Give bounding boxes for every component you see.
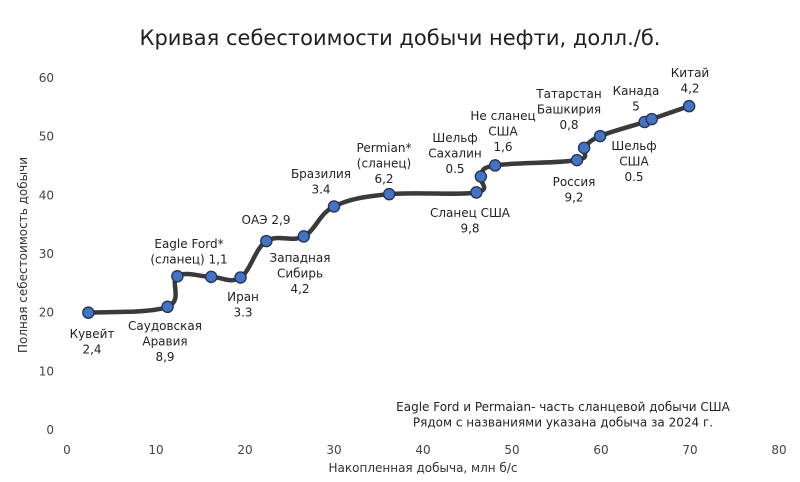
x-tick-label: 10 xyxy=(148,443,163,457)
x-tick-label: 0 xyxy=(63,443,71,457)
point-label: Шельф США 0.5 xyxy=(611,139,656,184)
data-point xyxy=(645,112,658,126)
data-point xyxy=(171,270,184,283)
point-label: Китай 4,2 xyxy=(671,66,709,96)
point-label: ОАЭ 2,9 xyxy=(242,213,291,227)
chart-note: Eagle Ford и Permaian- часть сланцевой д… xyxy=(396,400,730,430)
data-point xyxy=(474,170,488,183)
data-point xyxy=(577,141,591,155)
x-tick-label: 20 xyxy=(237,443,252,457)
y-axis-title: Полная себестоимость добычи xyxy=(16,157,30,353)
y-tick-label: 40 xyxy=(39,188,54,202)
data-point xyxy=(488,159,502,172)
x-tick-label: 60 xyxy=(593,443,608,457)
point-label: Кувейт 2,4 xyxy=(70,327,115,357)
data-point xyxy=(260,234,273,248)
point-label: Не сланец США 1,6 xyxy=(470,109,535,154)
point-label: Татарстан Башкирия 0,8 xyxy=(535,87,601,132)
data-point xyxy=(382,187,396,201)
y-axis-ticks: 0 10 20 30 40 50 60 xyxy=(39,71,54,437)
data-point xyxy=(327,200,341,213)
y-tick-label: 0 xyxy=(46,423,54,437)
y-tick-label: 30 xyxy=(39,247,54,261)
x-tick-label: 70 xyxy=(682,443,697,457)
point-label: Eagle Ford* (сланец) 1,1 xyxy=(150,237,227,267)
data-point xyxy=(297,230,310,243)
x-axis-ticks: 0 10 20 30 40 50 60 70 80 xyxy=(63,443,786,457)
x-tick-label: 80 xyxy=(771,443,786,457)
point-label: Саудовская Аравия 8,9 xyxy=(128,319,202,364)
data-point xyxy=(570,153,584,167)
point-label: Permian* (сланец) 6,2 xyxy=(357,141,412,186)
point-label: Бразилия 3.4 xyxy=(291,167,351,197)
data-point xyxy=(593,129,607,143)
y-tick-label: 50 xyxy=(39,130,54,144)
x-axis-title: Накопленная добыча, млн б/с xyxy=(329,461,518,475)
data-point xyxy=(234,271,247,284)
point-labels: Кувейт 2,4 Саудовская Аравия 8,9 Eagle Ford*(… xyxy=(70,66,710,364)
data-point xyxy=(161,300,174,314)
point-label: Шельф Сахалин 0.5 xyxy=(428,131,482,176)
y-tick-label: 60 xyxy=(39,71,54,85)
point-label: Иран 3.3 xyxy=(227,290,259,320)
note-line: Рядом с названиями указана добыча за 202… xyxy=(413,416,713,430)
data-markers xyxy=(82,99,696,319)
data-point xyxy=(682,99,696,113)
x-tick-label: 40 xyxy=(415,443,430,457)
data-point xyxy=(470,186,483,199)
chart-title: Кривая себестоимости добычи нефти, долл.… xyxy=(140,26,661,50)
point-label: Западная Сибирь 4,2 xyxy=(270,251,331,296)
y-tick-label: 10 xyxy=(39,364,54,378)
point-label: Россия 9,2 xyxy=(553,175,596,205)
y-tick-label: 20 xyxy=(39,306,54,320)
point-label: Канада 5 xyxy=(613,84,660,114)
x-tick-label: 30 xyxy=(326,443,341,457)
data-point xyxy=(204,270,218,284)
point-label: Сланец США 9,8 xyxy=(430,206,511,236)
data-point xyxy=(82,306,95,319)
x-tick-label: 50 xyxy=(504,443,519,457)
note-line: Eagle Ford и Permaian- часть сланцевой д… xyxy=(396,400,730,414)
